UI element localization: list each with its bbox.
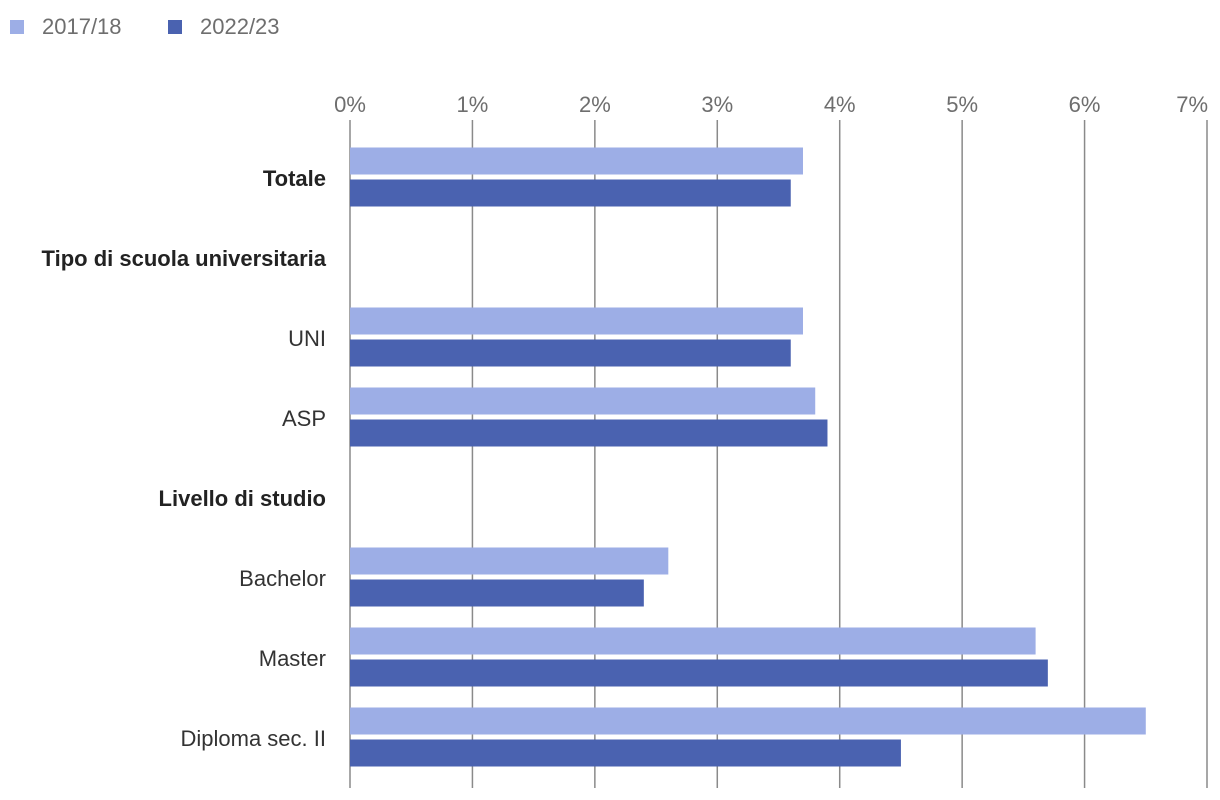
x-axis-ticks: 0% 1% 2% 3% 4% 5% 6% 7% <box>334 92 1208 117</box>
bar-2017-18 <box>350 627 1036 655</box>
legend-swatch <box>168 20 182 34</box>
category-label: ASP <box>282 406 326 431</box>
bar-2017-18 <box>350 387 816 415</box>
category-header: Livello di studio <box>159 486 326 511</box>
x-tick-label: 0% <box>334 92 366 117</box>
x-tick-label: 7% <box>1176 92 1208 117</box>
category-label: Bachelor <box>239 566 326 591</box>
bar-2017-18 <box>350 307 803 335</box>
bar-2022-23 <box>350 579 644 607</box>
category-label: UNI <box>288 326 326 351</box>
category-labels: Totale Tipo di scuola universitaria UNI ASP… <box>42 166 327 751</box>
x-tick-label: 5% <box>946 92 978 117</box>
x-tick-label: 3% <box>701 92 733 117</box>
bar-2022-23 <box>350 659 1048 687</box>
bar-2022-23 <box>350 419 828 447</box>
legend: 2017/18 2022/23 <box>10 14 280 39</box>
x-tick-label: 2% <box>579 92 611 117</box>
legend-label: 2017/18 <box>42 14 122 39</box>
grid <box>349 120 1208 788</box>
legend-item-1: 2022/23 <box>168 14 280 39</box>
category-label: Master <box>259 646 326 671</box>
bar-2022-23 <box>350 739 901 767</box>
category-header: Tipo di scuola universitaria <box>42 246 327 271</box>
legend-swatch <box>10 20 24 34</box>
bars <box>350 147 1146 767</box>
bar-2022-23 <box>350 179 791 207</box>
legend-item-0: 2017/18 <box>10 14 122 39</box>
category-label: Diploma sec. II <box>181 726 327 751</box>
x-tick-label: 4% <box>824 92 856 117</box>
bar-2017-18 <box>350 547 669 575</box>
bar-2022-23 <box>350 339 791 367</box>
x-tick-label: 6% <box>1069 92 1101 117</box>
x-tick-label: 1% <box>457 92 489 117</box>
bar-2017-18 <box>350 147 803 175</box>
legend-label: 2022/23 <box>200 14 280 39</box>
bar-2017-18 <box>350 707 1146 735</box>
category-header: Totale <box>263 166 326 191</box>
